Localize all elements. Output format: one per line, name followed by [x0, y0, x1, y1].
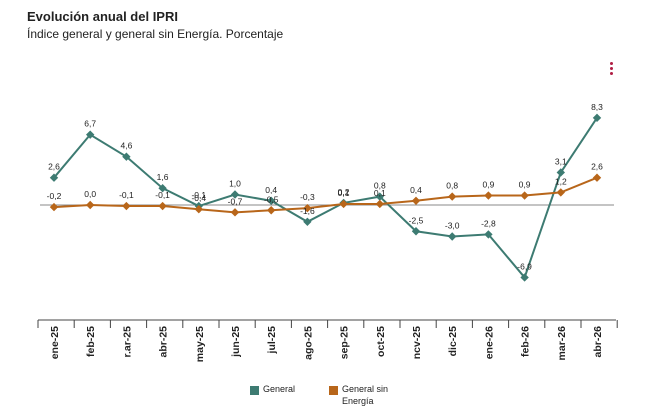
- data-point-general: [556, 168, 565, 177]
- data-point-general: [303, 217, 312, 226]
- data-label-sin-energia: 0,1: [374, 188, 386, 198]
- data-label-sin-energia: -0,5: [264, 194, 279, 204]
- legend-label-line-2: Energía: [342, 396, 374, 406]
- x-tick-label: feb-25: [85, 326, 97, 357]
- data-label-general: 1,6: [157, 172, 169, 182]
- data-label-general: 0,8: [374, 181, 386, 191]
- x-tick-label: ene-26: [483, 326, 495, 359]
- data-point-general: [86, 130, 95, 139]
- data-point-sin-energia: [375, 199, 384, 209]
- x-tick-label: oct-25: [375, 326, 387, 357]
- data-label-sin-energia: 0,1: [338, 188, 350, 198]
- data-label-general: 8,3: [591, 102, 603, 112]
- data-point-general: [592, 113, 602, 123]
- data-label-sin-energia: 0,8: [446, 181, 458, 191]
- data-point-sin-energia: [194, 205, 203, 214]
- data-label-sin-energia: 0,9: [482, 180, 494, 190]
- legend-label-sin-energia: General sin Energía: [342, 383, 388, 407]
- data-label-general: -3,0: [445, 221, 460, 231]
- data-point-general: [230, 190, 240, 199]
- x-tick-label: r.ar-25: [121, 326, 133, 358]
- chart-subtitle: Índice general y general sin Energía. Po…: [27, 27, 284, 41]
- data-point-sin-energia: [122, 201, 131, 211]
- data-label-sin-energia: 0,9: [519, 180, 531, 190]
- legend-label-general: General: [263, 384, 296, 394]
- data-label-general: 4,6: [120, 141, 132, 151]
- data-label-general: 0,4: [265, 185, 277, 195]
- data-point-general: [484, 230, 493, 239]
- legend-swatch-sin-energia: [329, 386, 338, 395]
- x-tick-label: ncv-25: [411, 326, 423, 359]
- data-label-sin-energia: -0,4: [191, 193, 206, 203]
- data-label-general: 1,0: [229, 179, 241, 189]
- data-label-sin-energia: -0,7: [228, 196, 243, 206]
- data-point-general: [267, 196, 276, 205]
- legend-label-line-1: General sin: [342, 384, 389, 394]
- vertical-dots-menu-icon[interactable]: [609, 62, 615, 78]
- data-label-general: 6,7: [84, 119, 96, 129]
- data-label-general: -0,1: [191, 190, 206, 200]
- data-label-sin-energia: 0,0: [84, 189, 96, 199]
- data-label-general: 2,6: [48, 162, 60, 172]
- data-point-sin-energia: [49, 202, 59, 212]
- data-point-sin-energia: [411, 196, 421, 205]
- x-tick-label: abr-25: [158, 326, 170, 358]
- data-label-sin-energia: -0,1: [155, 190, 170, 200]
- line-chart: ene-25 feb-25 r.ar-25 abr-25 may-25 jun-25 jul…: [37, 102, 618, 362]
- data-label-sin-energia: 2,6: [591, 162, 603, 172]
- data-label-sin-energia: -0,2: [47, 191, 62, 201]
- x-tick-label: ene-25: [49, 326, 61, 359]
- data-point-general: [122, 152, 131, 161]
- x-tick-label: jun-25: [230, 326, 242, 358]
- data-point-sin-energia: [520, 191, 529, 200]
- x-tick-label: jul-25: [266, 326, 278, 355]
- data-label-general: 0,2: [338, 187, 350, 197]
- data-point-sin-energia: [484, 191, 493, 200]
- data-point-general: [448, 232, 457, 241]
- data-label-general: -1,6: [300, 206, 315, 216]
- data-point-sin-energia: [448, 192, 457, 201]
- data-point-sin-energia: [86, 200, 95, 210]
- data-point-general: [411, 227, 421, 236]
- data-point-sin-energia: [339, 199, 348, 209]
- legend-item-general[interactable]: General: [250, 383, 295, 395]
- series-line-general: [53, 117, 598, 280]
- x-tick-label: abr-26: [592, 326, 604, 358]
- series-line-sin-energia: [53, 176, 598, 214]
- data-label-general: -6,9: [517, 261, 532, 271]
- legend-swatch-general: [250, 386, 259, 395]
- x-tick-label: feb-26: [520, 326, 532, 357]
- x-tick-label: sep-25: [339, 326, 351, 359]
- data-point-general: [49, 173, 59, 182]
- chart-title: Evolución anual del IPRI: [27, 9, 178, 24]
- data-point-sin-energia: [303, 203, 312, 213]
- data-point-sin-energia: [592, 173, 602, 182]
- data-point-general: [375, 192, 384, 201]
- data-label-general: -2,5: [409, 215, 424, 225]
- x-tick-label: ago-25: [302, 326, 314, 360]
- data-label-sin-energia: -0,3: [300, 192, 315, 202]
- x-tick-label: may-25: [194, 326, 206, 362]
- data-point-sin-energia: [267, 206, 276, 215]
- data-label-general: -2,8: [481, 218, 496, 228]
- data-point-general: [520, 273, 529, 282]
- x-tick-label: dic-25: [447, 326, 459, 357]
- data-point-sin-energia: [230, 208, 240, 217]
- data-point-sin-energia: [158, 201, 167, 211]
- data-label-general: 3,1: [555, 156, 567, 166]
- data-label-sin-energia: -0,1: [119, 190, 134, 200]
- data-label-sin-energia: 1,2: [555, 176, 567, 186]
- x-tick-label: mar-26: [556, 326, 568, 361]
- data-point-sin-energia: [556, 188, 565, 197]
- data-point-general: [158, 184, 167, 193]
- data-label-sin-energia: 0,4: [410, 185, 422, 195]
- legend-item-sin-energia[interactable]: General sin Energía: [329, 383, 388, 407]
